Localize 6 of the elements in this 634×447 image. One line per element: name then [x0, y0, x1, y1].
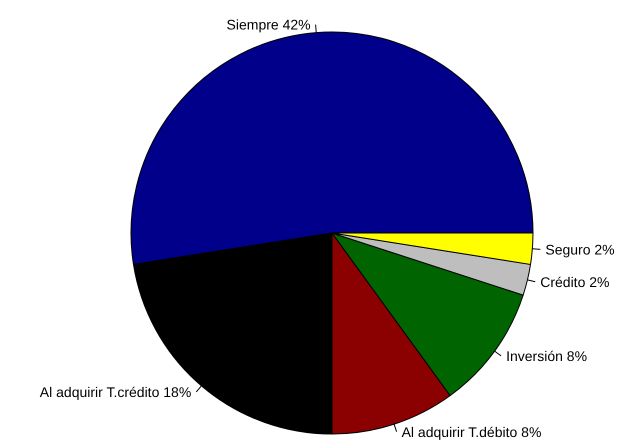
slice-label: Al adquirir T.débito 8%: [402, 424, 542, 440]
slice-label: Inversión 8%: [506, 348, 588, 364]
slice-label: Seguro 2%: [545, 241, 615, 258]
slice-label: Crédito 2%: [540, 274, 610, 290]
slice-label: Al adquirir T.crédito 18%: [40, 384, 192, 400]
slice-label: Siempre 42%: [226, 16, 311, 33]
